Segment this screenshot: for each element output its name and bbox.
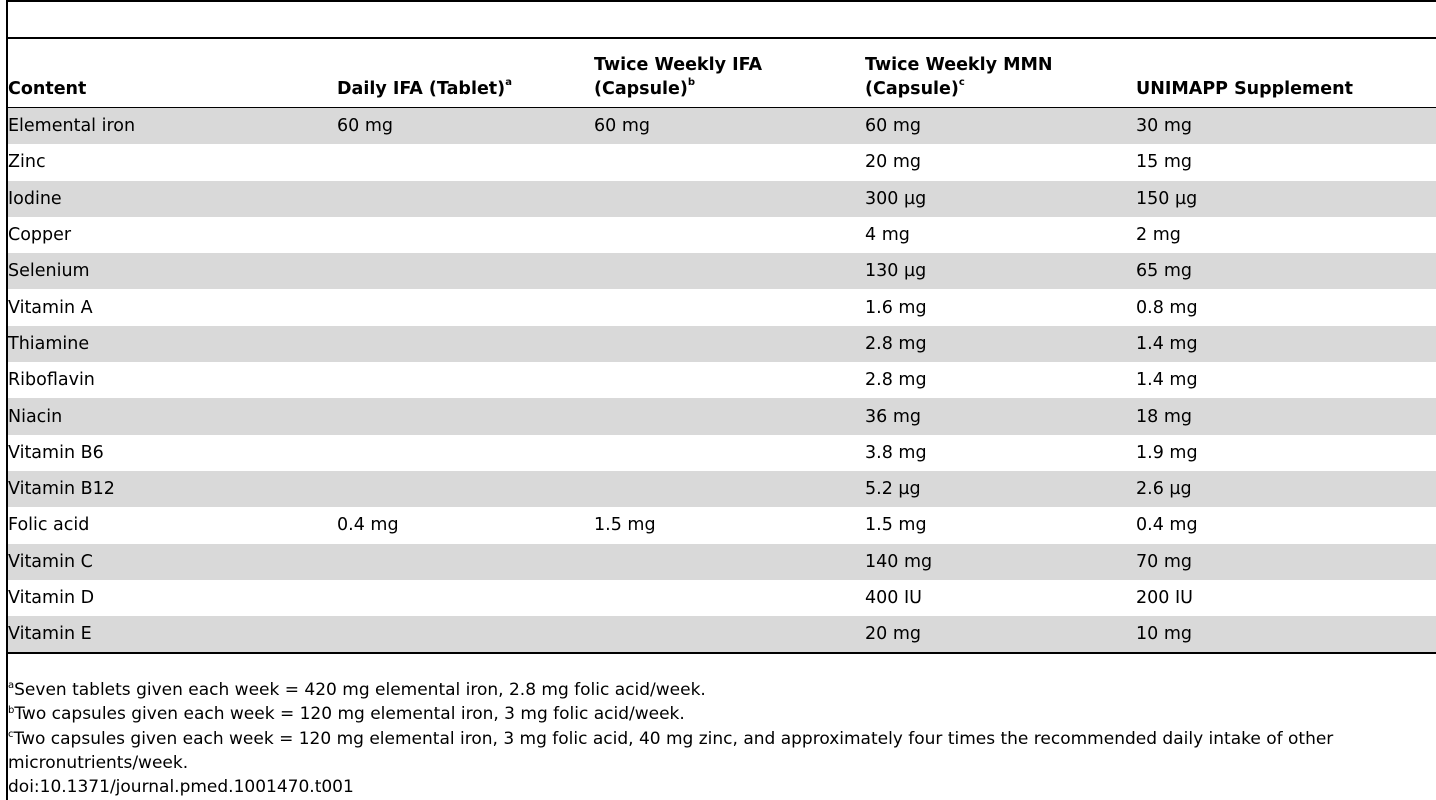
cell-daily-ifa: 60 mg bbox=[337, 116, 393, 137]
table-row: Niacin 36 mg 18 mg bbox=[8, 398, 1436, 435]
cell-content: Thiamine bbox=[8, 333, 90, 354]
cell-unimapp: 30 mg bbox=[1136, 116, 1192, 137]
table-footnotes: aSeven tablets given each week = 420 mg … bbox=[8, 678, 1428, 799]
cell-twice-weekly-mmn: 20 mg bbox=[865, 152, 921, 173]
header-twice-weekly-mmn-line2: (Capsule) bbox=[865, 79, 959, 99]
cell-daily-ifa: 0.4 mg bbox=[337, 515, 399, 536]
cell-twice-weekly-mmn: 60 mg bbox=[865, 116, 921, 137]
header-unimapp-label: UNIMAPP Supplement bbox=[1136, 79, 1353, 99]
header-daily-ifa-label: Daily IFA (Tablet) bbox=[337, 79, 506, 99]
cell-content: Iodine bbox=[8, 188, 62, 209]
page-frame bbox=[6, 0, 1436, 800]
footnote-c-text: Two capsules given each week = 120 mg el… bbox=[8, 728, 1334, 773]
table-row: Vitamin C 140 mg 70 mg bbox=[8, 543, 1436, 580]
footnote-a-text: Seven tablets given each week = 420 mg e… bbox=[14, 680, 706, 700]
supplement-table: Content Daily IFA (Tablet)a Twice Weekly… bbox=[8, 37, 1436, 655]
header-twice-weekly-mmn-footnote-mark: c bbox=[958, 77, 965, 89]
cell-twice-weekly-mmn: 5.2 µg bbox=[865, 479, 921, 500]
cell-twice-weekly-ifa: 60 mg bbox=[594, 116, 650, 137]
header-twice-weekly-mmn: Twice Weekly MMN (Capsule)c bbox=[865, 53, 1053, 101]
cell-unimapp: 0.8 mg bbox=[1136, 297, 1198, 318]
cell-twice-weekly-mmn: 4 mg bbox=[865, 225, 910, 246]
cell-unimapp: 15 mg bbox=[1136, 152, 1192, 173]
cell-twice-weekly-mmn: 2.8 mg bbox=[865, 333, 927, 354]
cell-content: Elemental iron bbox=[8, 116, 136, 137]
footnote-b-text: Two capsules given each week = 120 mg el… bbox=[14, 704, 685, 725]
cell-content: Vitamin B12 bbox=[8, 479, 115, 500]
footnote-b-mark: b bbox=[8, 704, 15, 716]
cell-twice-weekly-mmn: 3.8 mg bbox=[865, 442, 927, 463]
header-content-label: Content bbox=[8, 79, 87, 99]
footnote-c: cTwo capsules given each week = 120 mg e… bbox=[8, 727, 1428, 776]
cell-twice-weekly-mmn: 140 mg bbox=[865, 551, 933, 572]
table-row: Vitamin B6 3.8 mg 1.9 mg bbox=[8, 435, 1436, 471]
cell-twice-weekly-mmn: 36 mg bbox=[865, 406, 921, 427]
cell-content: Vitamin D bbox=[8, 588, 95, 608]
table-row: Zinc 20 mg 15 mg bbox=[8, 144, 1436, 180]
footnote-c-mark: c bbox=[8, 728, 14, 740]
cell-unimapp: 200 IU bbox=[1136, 588, 1193, 608]
table-row: Elemental iron 60 mg 60 mg 60 mg 30 mg bbox=[8, 108, 1436, 145]
header-daily-ifa: Daily IFA (Tablet)a bbox=[337, 77, 512, 101]
table-row: Riboflavin 2.8 mg 1.4 mg bbox=[8, 362, 1436, 398]
cell-content: Copper bbox=[8, 225, 72, 246]
table-row: Folic acid 0.4 mg 1.5 mg 1.5 mg 0.4 mg bbox=[8, 507, 1436, 543]
cell-content: Riboflavin bbox=[8, 370, 95, 391]
table-row: Selenium 130 µg 65 mg bbox=[8, 253, 1436, 290]
cell-twice-weekly-mmn: 1.5 mg bbox=[865, 515, 927, 536]
cell-unimapp: 1.4 mg bbox=[1136, 370, 1198, 391]
cell-unimapp: 65 mg bbox=[1136, 261, 1192, 282]
table-row: Vitamin D 400 IU 200 IU bbox=[8, 580, 1436, 616]
cell-content: Folic acid bbox=[8, 515, 90, 536]
cell-unimapp: 70 mg bbox=[1136, 551, 1192, 572]
footnote-b: bTwo capsules given each week = 120 mg e… bbox=[8, 702, 1428, 726]
cell-content: Selenium bbox=[8, 261, 90, 282]
table-row: Copper 4 mg 2 mg bbox=[8, 217, 1436, 253]
cell-twice-weekly-mmn: 130 µg bbox=[865, 261, 927, 282]
cell-unimapp: 2.6 µg bbox=[1136, 479, 1192, 500]
cell-twice-weekly-mmn: 2.8 mg bbox=[865, 370, 927, 391]
cell-content: Zinc bbox=[8, 152, 46, 173]
cell-content: Vitamin B6 bbox=[8, 442, 104, 463]
cell-unimapp: 1.4 mg bbox=[1136, 333, 1198, 354]
cell-twice-weekly-mmn: 400 IU bbox=[865, 588, 922, 608]
cell-content: Vitamin C bbox=[8, 551, 93, 572]
header-daily-ifa-footnote-mark: a bbox=[505, 77, 512, 89]
footnote-a-mark: a bbox=[8, 680, 15, 692]
table-row: Vitamin A 1.6 mg 0.8 mg bbox=[8, 289, 1436, 325]
cell-content: Vitamin A bbox=[8, 297, 93, 318]
doi-line: doi:10.1371/journal.pmed.1001470.t001 bbox=[8, 777, 354, 798]
header-twice-weekly-ifa-line2: (Capsule) bbox=[594, 79, 688, 99]
cell-unimapp: 10 mg bbox=[1136, 624, 1192, 645]
table-row: Vitamin E 20 mg 10 mg bbox=[8, 616, 1436, 653]
table-row: Iodine 300 µg 150 µg bbox=[8, 180, 1436, 217]
cell-unimapp: 150 µg bbox=[1136, 188, 1198, 209]
footnote-a: aSeven tablets given each week = 420 mg … bbox=[8, 678, 1428, 702]
header-twice-weekly-mmn-line1: Twice Weekly MMN bbox=[865, 55, 1053, 75]
cell-twice-weekly-mmn: 20 mg bbox=[865, 624, 921, 645]
cell-unimapp: 2 mg bbox=[1136, 225, 1181, 246]
cell-content: Vitamin E bbox=[8, 624, 92, 645]
header-twice-weekly-ifa-footnote-mark: b bbox=[687, 77, 696, 89]
table-row: Vitamin B12 5.2 µg 2.6 µg bbox=[8, 470, 1436, 508]
cell-content: Niacin bbox=[8, 406, 63, 427]
table-body: Elemental iron 60 mg 60 mg 60 mg 30 mg Zinc 20… bbox=[8, 108, 1436, 653]
header-content: Content bbox=[8, 77, 86, 101]
table-row: Thiamine 2.8 mg 1.4 mg bbox=[8, 325, 1436, 363]
cell-unimapp: 1.9 mg bbox=[1136, 442, 1198, 463]
cell-twice-weekly-mmn: 300 µg bbox=[865, 188, 927, 209]
header-unimapp: UNIMAPP Supplement bbox=[1136, 77, 1353, 101]
cell-twice-weekly-mmn: 1.6 mg bbox=[865, 297, 927, 318]
header-twice-weekly-ifa: Twice Weekly IFA (Capsule)b bbox=[594, 53, 762, 101]
header-twice-weekly-ifa-line1: Twice Weekly IFA bbox=[594, 55, 763, 75]
cell-unimapp: 18 mg bbox=[1136, 406, 1192, 427]
cell-unimapp: 0.4 mg bbox=[1136, 515, 1198, 536]
table-header-row: Content Daily IFA (Tablet)a Twice Weekly… bbox=[8, 39, 1436, 108]
cell-twice-weekly-ifa: 1.5 mg bbox=[594, 515, 656, 536]
